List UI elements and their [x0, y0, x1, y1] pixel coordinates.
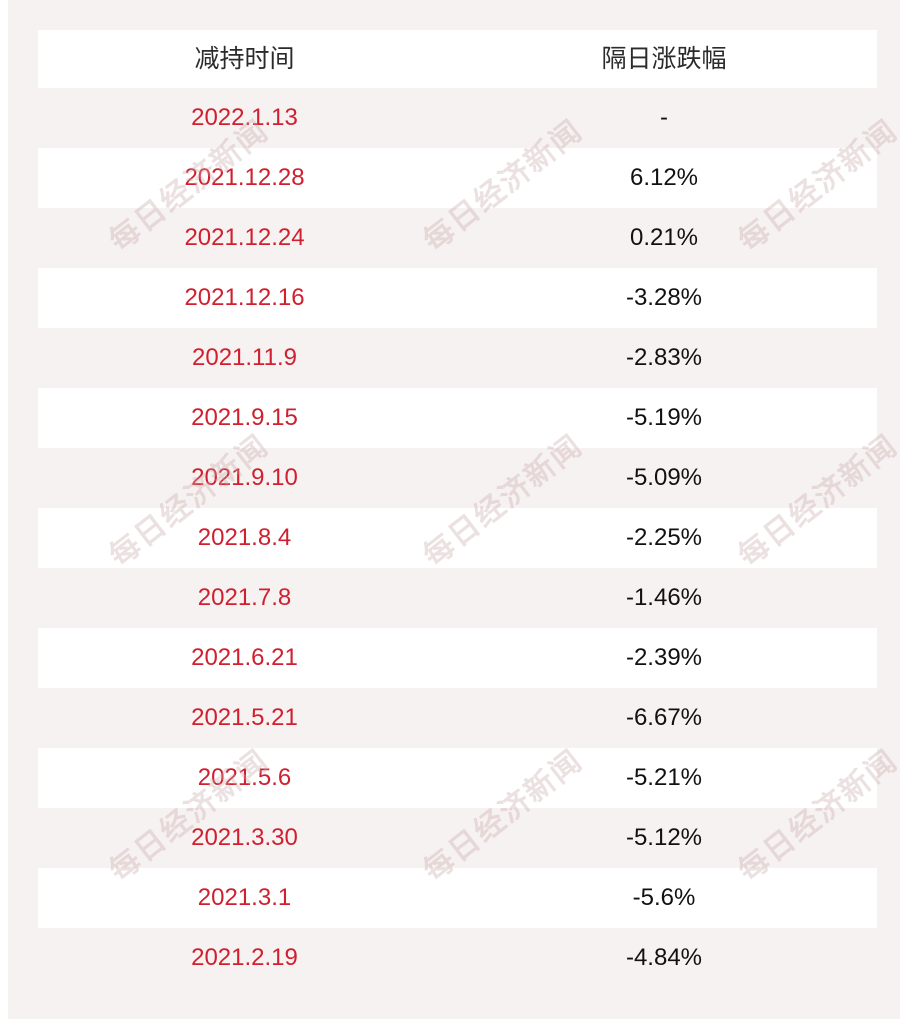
reduction-date: 2021.5.21 — [191, 704, 298, 731]
reduction-date: 2021.7.8 — [197, 584, 292, 611]
reduction-date: 2021.12.16 — [184, 284, 305, 311]
next-day-change: -4.84% — [625, 944, 703, 971]
next-day-change: 6.12% — [629, 164, 699, 191]
next-day-change: -3.28% — [625, 284, 703, 311]
table-row: 2021.8.4 -2.25% — [38, 508, 877, 568]
table-row: 2021.9.15 -5.19% — [38, 388, 877, 448]
table-row: 2021.2.19 -4.84% — [38, 928, 877, 988]
table-row: 2021.12.24 0.21% — [38, 208, 877, 268]
table-row: 2022.1.13 - — [38, 88, 877, 148]
table-row: 2021.6.21 -2.39% — [38, 628, 877, 688]
table-row: 2021.5.21 -6.67% — [38, 688, 877, 748]
table-row: 2021.12.28 6.12% — [38, 148, 877, 208]
reduction-date: 2021.12.28 — [184, 164, 305, 191]
next-day-change: -1.46% — [625, 584, 703, 611]
next-day-change: 0.21% — [629, 224, 699, 251]
next-day-change: -5.09% — [625, 464, 703, 491]
header-reduction-time: 减持时间 — [194, 44, 295, 73]
next-day-change: -5.12% — [625, 824, 703, 851]
reduction-table: 减持时间 隔日涨跌幅 2022.1.13 - 2021.12.28 6.12% … — [38, 30, 877, 988]
table-row: 2021.7.8 -1.46% — [38, 568, 877, 628]
next-day-change: -6.67% — [625, 704, 703, 731]
table-row: 2021.3.30 -5.12% — [38, 808, 877, 868]
next-day-change: -2.25% — [625, 524, 703, 551]
reduction-date: 2021.3.1 — [197, 884, 292, 911]
next-day-change: - — [660, 104, 668, 131]
table-row: 2021.12.16 -3.28% — [38, 268, 877, 328]
reduction-date: 2021.9.10 — [191, 464, 298, 491]
reduction-date: 2021.5.6 — [197, 764, 292, 791]
table-header: 减持时间 隔日涨跌幅 — [38, 30, 877, 88]
reduction-date: 2022.1.13 — [191, 104, 298, 131]
reduction-date: 2021.9.15 — [191, 404, 298, 431]
next-day-change: -5.21% — [625, 764, 703, 791]
reduction-date: 2021.12.24 — [184, 224, 305, 251]
reduction-date: 2021.8.4 — [197, 524, 292, 551]
next-day-change: -5.19% — [625, 404, 703, 431]
reduction-date: 2021.2.19 — [191, 944, 298, 971]
table-row: 2021.9.10 -5.09% — [38, 448, 877, 508]
next-day-change: -5.6% — [632, 884, 696, 911]
header-next-day-change: 隔日涨跌幅 — [601, 44, 727, 73]
table-row: 2021.11.9 -2.83% — [38, 328, 877, 388]
reduction-date: 2021.3.30 — [191, 824, 298, 851]
next-day-change: -2.83% — [625, 344, 703, 371]
table-row: 2021.5.6 -5.21% — [38, 748, 877, 808]
reduction-date: 2021.6.21 — [191, 644, 298, 671]
next-day-change: -2.39% — [625, 644, 703, 671]
table-row: 2021.3.1 -5.6% — [38, 868, 877, 928]
reduction-date: 2021.11.9 — [192, 344, 297, 371]
